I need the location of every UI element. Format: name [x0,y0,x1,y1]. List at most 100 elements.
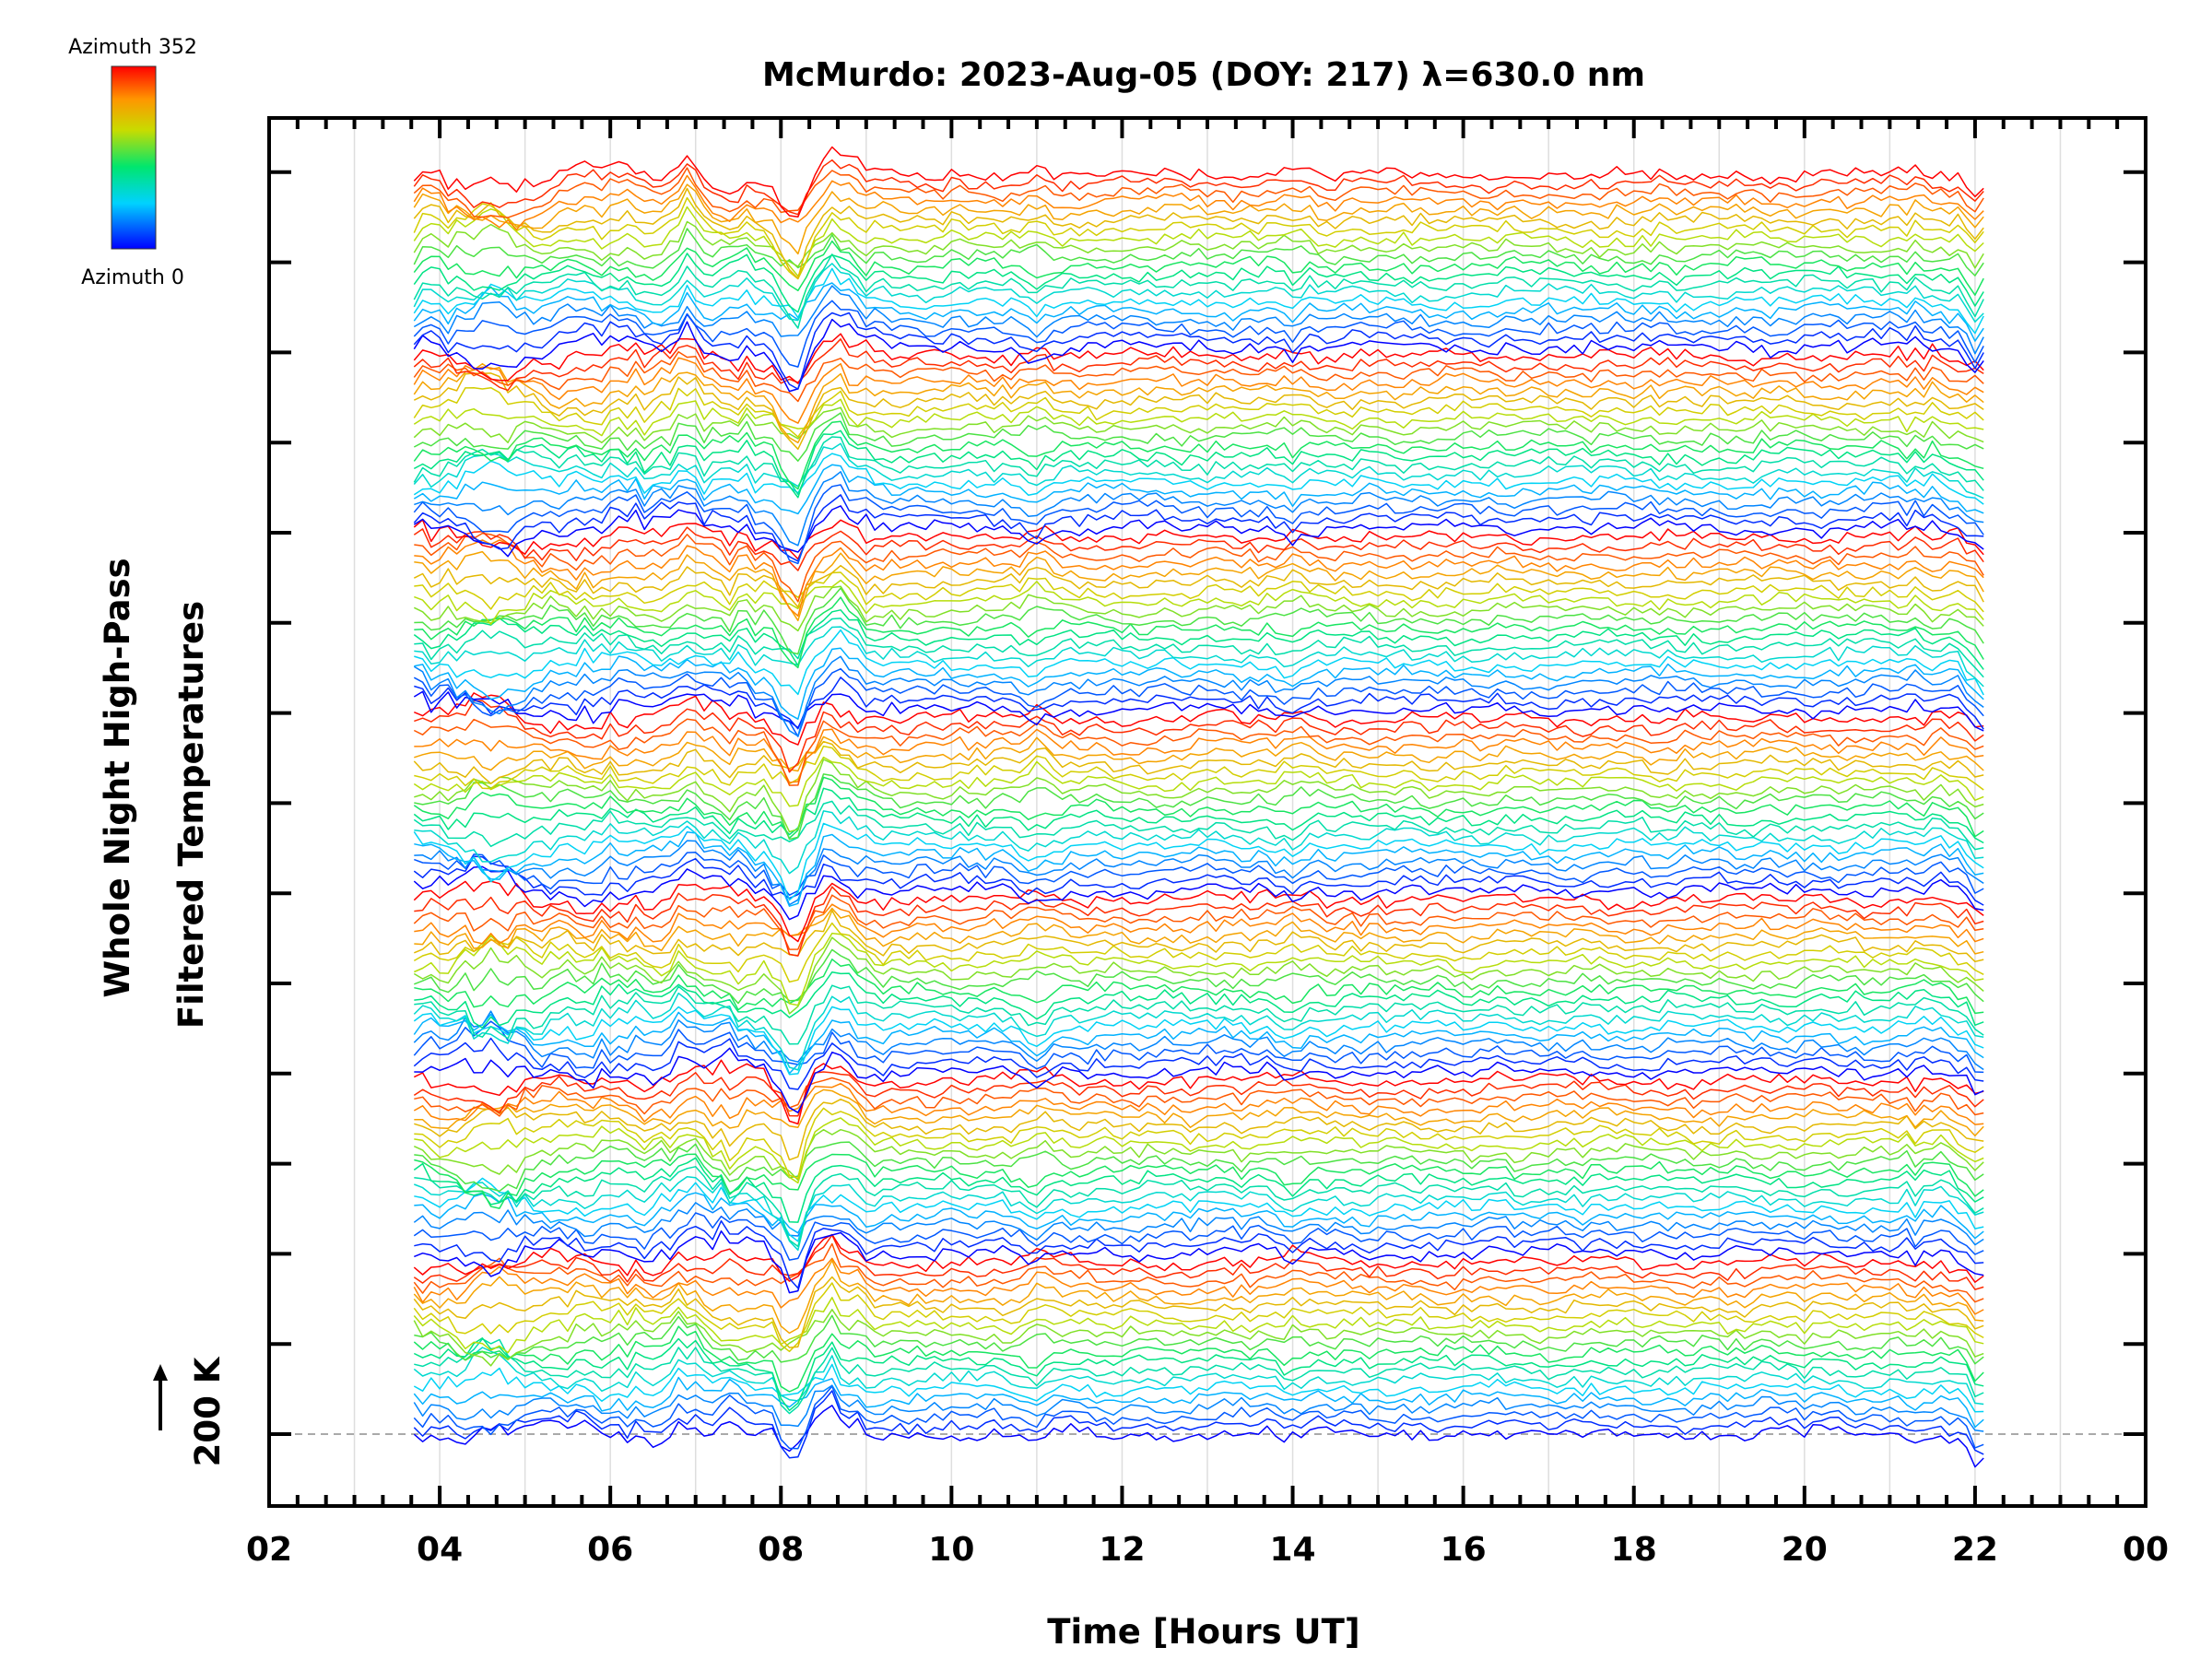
grid-lines [353,118,2062,1506]
data-series [413,146,1984,1468]
series-line [414,677,1984,730]
x-tick-label: 00 [2123,1531,2169,1569]
series-line [413,1363,1984,1413]
series-line [413,1325,1984,1393]
series-line [414,1192,1984,1240]
series-line [413,429,1984,499]
series-line [414,910,1984,963]
series-line [414,550,1984,622]
series-line [413,822,1984,901]
series-line [413,386,1984,438]
series-line [414,1047,1984,1113]
series-line [414,626,1984,688]
chart-title: McMurdo: 2023-Aug-05 (DOY: 217) λ=630.0 … [762,56,1645,94]
series-line [413,318,1984,393]
series-line [413,464,1984,515]
series-line [413,1376,1984,1429]
series-line [413,1233,1984,1283]
series-line [413,880,1984,943]
series-line [414,1077,1984,1117]
series-line [413,1257,1984,1315]
series-line [413,894,1984,950]
series-line [414,596,1984,669]
series-line [413,718,1984,786]
x-axis-label: Time [Hours UT] [1047,1612,1359,1652]
series-line [414,1177,1984,1242]
series-line [413,1037,1984,1090]
x-tick-label: 22 [1952,1531,1998,1569]
colorbar-top-label: Azimuth 352 [68,36,197,59]
series-line [413,655,1984,737]
series-line [413,228,1984,276]
series-line [413,285,1984,355]
series-line [414,745,1984,791]
x-tick-label: 16 [1441,1531,1487,1569]
series-line [413,412,1984,462]
y-axis-label-line1: Whole Night High-Pass [98,558,137,997]
series-line [413,855,1984,906]
series-line [413,756,1984,807]
series-line [413,333,1984,384]
series-line [413,1157,1984,1223]
series-line [413,220,1984,269]
series-line [413,1282,1984,1353]
x-tick-labels: 02 04 06 08 10 12 14 16 18 20 22 00 [246,1531,2169,1569]
series-line [413,350,1984,403]
series-line [414,852,1984,896]
series-line [414,587,1984,655]
series-line [413,494,1984,562]
series-line [414,728,1984,783]
series-line [414,1175,1984,1252]
series-line [413,312,1984,390]
series-line [413,690,1984,732]
series-line [413,1071,1984,1117]
x-tick-label: 06 [587,1531,633,1569]
x-tick-label: 08 [758,1531,804,1569]
series-line [413,282,1984,342]
series-line [414,886,1984,957]
series-line [414,1314,1984,1365]
series-line [414,959,1984,1015]
series-line [414,532,1984,603]
scale-arrow-head [153,1364,168,1381]
series-line [413,174,1984,230]
series-line [413,263,1984,323]
series-line [413,398,1984,437]
series-line [413,146,1984,218]
colorbar-bottom-label: Azimuth 0 [81,266,184,289]
x-tick-label: 04 [417,1531,463,1569]
series-line [413,1259,1984,1335]
colorbar-gradient [111,65,157,250]
series-line [414,618,1984,678]
series-line [413,442,1984,500]
series-line [414,984,1984,1045]
series-line [413,1234,1984,1290]
series-line [414,471,1984,547]
series-line [414,1153,1984,1209]
series-line [413,776,1984,840]
series-line [414,1141,1984,1193]
series-line [413,585,1984,632]
x-tick-label: 14 [1269,1531,1315,1569]
series-line [413,372,1984,451]
series-line [413,865,1984,921]
series-line [414,692,1984,746]
series-line [414,629,1984,696]
series-line [413,526,1984,571]
series-line [413,992,1984,1071]
series-line [413,1059,1984,1125]
series-line [413,1384,1984,1432]
series-line [413,1212,1984,1261]
series-line [413,362,1984,444]
series-line [413,167,1984,218]
series-line [414,1337,1984,1415]
series-line [413,1337,1984,1412]
series-line [414,932,1984,1006]
series-line [414,948,1984,1005]
series-line [413,936,1984,1015]
ticks [267,118,2147,1506]
series-line [413,357,1984,424]
series-line [413,253,1984,313]
series-line [414,579,1984,626]
